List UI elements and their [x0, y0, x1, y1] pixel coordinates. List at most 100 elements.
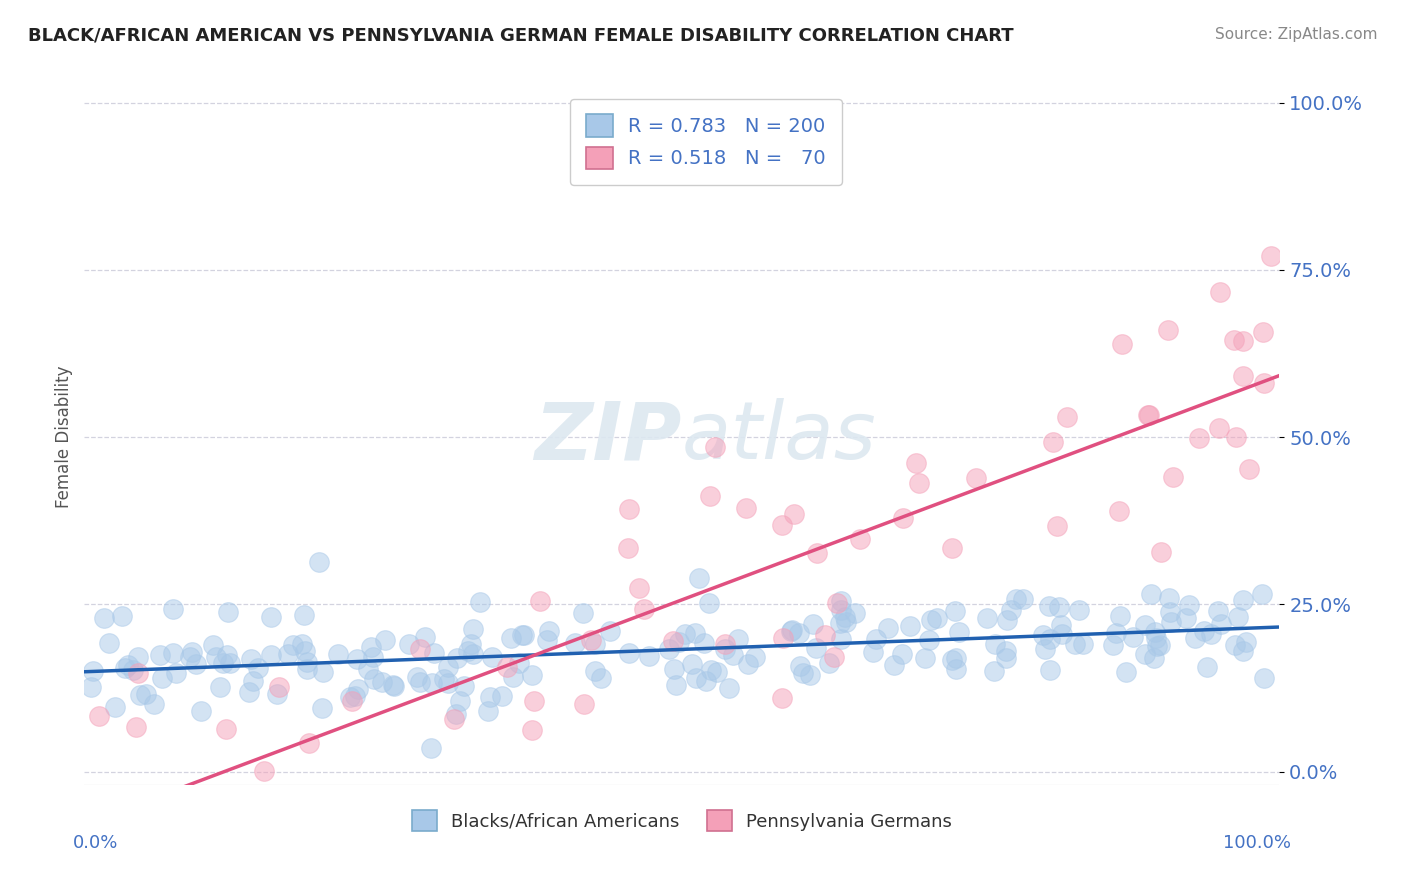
Point	[1111, 337, 1133, 351]
Point	[405, 805, 427, 820]
Point	[744, 650, 766, 665]
Point	[828, 616, 851, 631]
Point	[787, 625, 810, 640]
Point	[141, 822, 163, 837]
Point	[422, 675, 444, 690]
Point	[211, 657, 233, 671]
Point	[770, 518, 793, 533]
Point	[1227, 609, 1250, 624]
Point	[704, 440, 727, 454]
Point	[699, 489, 721, 503]
Point	[1251, 325, 1274, 339]
Point	[627, 582, 650, 596]
Point	[523, 693, 546, 707]
Point	[184, 657, 207, 671]
Point	[983, 637, 1005, 651]
Point	[1232, 369, 1254, 384]
Point	[633, 601, 655, 615]
Point	[1137, 408, 1160, 422]
Point	[449, 693, 471, 707]
Point	[688, 571, 710, 585]
Point	[1069, 603, 1091, 617]
Point	[457, 644, 479, 658]
Point	[695, 673, 717, 688]
Point	[162, 602, 184, 616]
Point	[461, 648, 484, 662]
Point	[344, 690, 367, 704]
Point	[298, 736, 321, 750]
Point	[413, 630, 436, 644]
Text: atlas: atlas	[682, 398, 877, 476]
Point	[481, 649, 503, 664]
Point	[1237, 462, 1260, 476]
Point	[150, 671, 173, 685]
Point	[291, 637, 314, 651]
Point	[162, 646, 184, 660]
Point	[664, 662, 686, 676]
Point	[208, 681, 231, 695]
Point	[583, 664, 606, 678]
Point	[713, 641, 735, 656]
Point	[806, 546, 828, 560]
Point	[510, 628, 533, 642]
Point	[246, 661, 269, 675]
Point	[1105, 626, 1128, 640]
Point	[616, 541, 638, 555]
Point	[789, 658, 811, 673]
Point	[419, 740, 441, 755]
Point	[948, 625, 970, 640]
Point	[1175, 610, 1198, 624]
Point	[409, 675, 432, 690]
Point	[238, 685, 260, 699]
Point	[637, 648, 659, 663]
Point	[1039, 632, 1062, 646]
Point	[281, 638, 304, 652]
Point	[1149, 638, 1171, 652]
Point	[80, 680, 103, 694]
Point	[835, 615, 858, 629]
Point	[693, 636, 716, 650]
Point	[468, 595, 491, 609]
Point	[583, 637, 606, 651]
Point	[326, 647, 349, 661]
Text: 0.0%: 0.0%	[73, 834, 118, 852]
Point	[658, 641, 681, 656]
Point	[581, 632, 603, 647]
Point	[673, 627, 696, 641]
Point	[830, 594, 852, 608]
Point	[1253, 671, 1275, 685]
Point	[1188, 431, 1211, 445]
Point	[128, 815, 150, 830]
Point	[941, 653, 963, 667]
Point	[727, 632, 749, 647]
Point	[801, 617, 824, 632]
Point	[1232, 593, 1254, 607]
Point	[1011, 591, 1033, 606]
Point	[219, 656, 242, 670]
Point	[1199, 627, 1222, 641]
Point	[665, 678, 688, 692]
Point	[1133, 647, 1156, 661]
Point	[111, 609, 134, 624]
Point	[406, 669, 429, 683]
Point	[1032, 628, 1054, 642]
Point	[522, 723, 544, 737]
Point	[804, 640, 827, 655]
Point	[491, 689, 513, 703]
Point	[721, 648, 744, 663]
Point	[1108, 504, 1130, 518]
Point	[831, 603, 853, 617]
Point	[166, 789, 188, 803]
Point	[1161, 469, 1184, 483]
Point	[242, 673, 264, 688]
Point	[945, 651, 967, 665]
Point	[1160, 615, 1182, 629]
Point	[920, 613, 942, 627]
Point	[87, 813, 110, 827]
Point	[360, 640, 382, 654]
Point	[520, 668, 543, 682]
Point	[217, 605, 239, 619]
Point	[994, 644, 1017, 658]
Point	[825, 596, 848, 610]
Point	[1192, 624, 1215, 638]
